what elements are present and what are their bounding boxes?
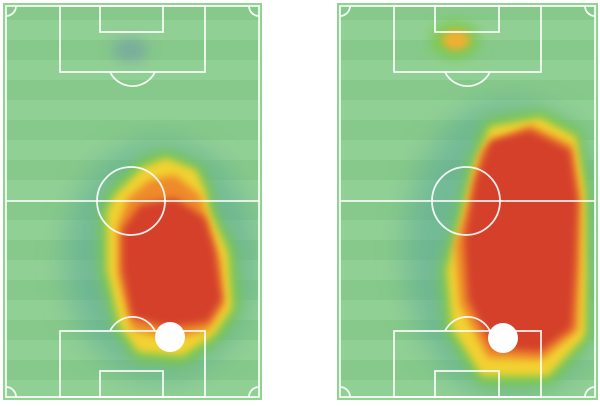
pitch-left xyxy=(3,3,262,400)
heat-yellow xyxy=(442,30,470,50)
marker xyxy=(155,322,185,352)
heat-layer xyxy=(405,22,595,397)
corner-arcs xyxy=(339,5,596,398)
heat-halo xyxy=(112,38,148,62)
goal-area xyxy=(99,5,164,33)
penalty-arc xyxy=(109,71,156,87)
penalty-arc xyxy=(444,316,491,332)
penalty-arc xyxy=(109,316,156,332)
corner-arcs xyxy=(5,5,260,398)
heat-red xyxy=(464,130,578,352)
centre-circle xyxy=(96,166,166,236)
goal-area xyxy=(434,5,500,33)
goal-area xyxy=(434,370,500,398)
goal-area xyxy=(99,370,164,398)
penalty-arc xyxy=(444,71,491,87)
pitch-right xyxy=(337,3,598,400)
marker xyxy=(488,323,518,353)
centre-circle xyxy=(431,166,501,236)
heat-layer xyxy=(65,38,255,380)
